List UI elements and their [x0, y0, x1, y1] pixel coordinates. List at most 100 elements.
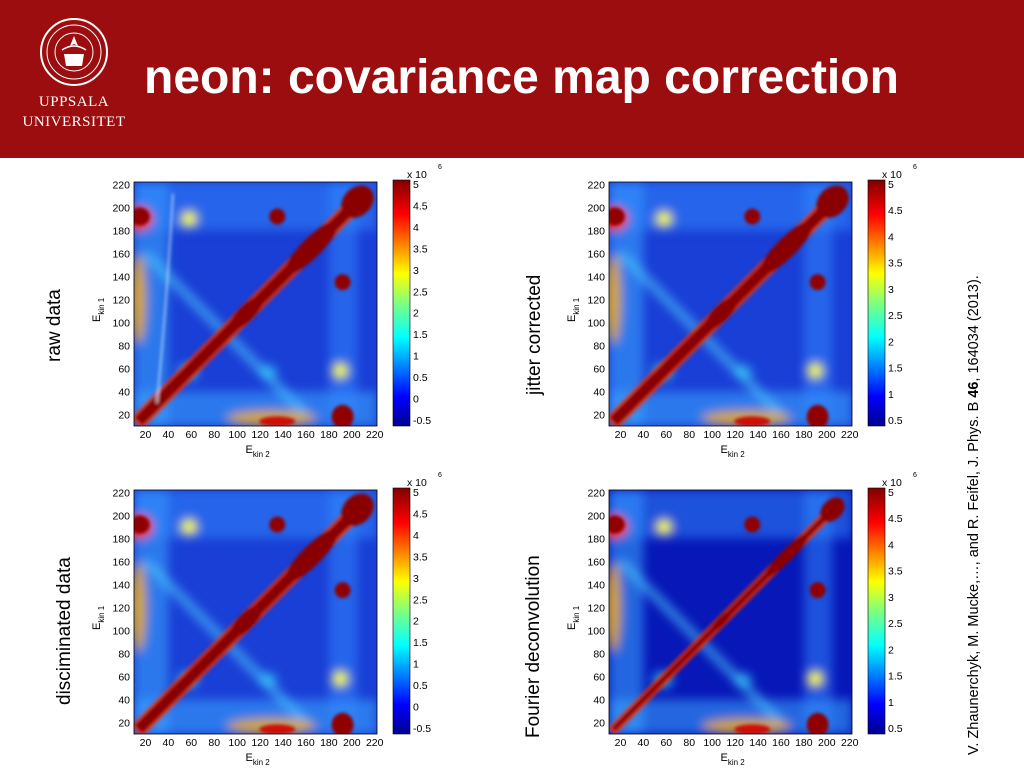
diagonal-end-blob	[341, 185, 374, 218]
y-axis-label: Ekin 1	[91, 297, 106, 322]
peak-192-18	[806, 712, 829, 734]
colorbar-tick-label: 1	[888, 389, 894, 401]
y-tick-label: 100	[587, 317, 605, 329]
left-edge-band	[609, 254, 622, 345]
y-tick-label: 80	[593, 340, 605, 352]
colorbar-exponent: x 10	[407, 477, 427, 489]
spot-127-57	[734, 364, 753, 379]
x-tick-label: 180	[795, 429, 813, 441]
y-tick-label: 180	[112, 533, 130, 545]
colorbar-tick-label: 2	[888, 336, 894, 348]
bottom-edge-peak	[734, 416, 771, 426]
header-bar: UPPSALA UNIVERSITET neon: covariance map…	[0, 0, 1024, 158]
x-tick-label: 220	[366, 737, 384, 749]
colorbar-tick-label: 4.5	[888, 513, 903, 525]
colorbar-tick-label: 2.5	[413, 286, 428, 298]
x-tick-label: 40	[163, 429, 175, 441]
colorbar-tick-label: 0	[413, 394, 419, 406]
colorbar-tick-label: 0.5	[888, 723, 903, 735]
colorbar-exponent-power: 6	[438, 472, 442, 479]
colorbar-exponent-power: 6	[438, 164, 442, 171]
diagonal-bulge-upper	[285, 221, 339, 275]
colorbar-exponent-power: 6	[913, 472, 917, 479]
colorbar-tick-label: 0.5	[413, 680, 428, 692]
peak-15-192	[134, 515, 150, 534]
colorbar-tick-label: 2.5	[413, 594, 428, 606]
colorbar-tick-label: 4	[888, 539, 894, 551]
colorbar-tick-label: 1	[413, 659, 419, 671]
colorbar	[867, 487, 886, 735]
colorbar-tick-label: 4.5	[888, 205, 903, 217]
colorbar-exponent-power: 6	[913, 164, 917, 171]
x-tick-label: 140	[274, 737, 292, 749]
y-tick-label: 100	[587, 625, 605, 637]
colorbar-tick-label: 0.5	[413, 372, 428, 384]
left-edge-band	[134, 254, 147, 345]
y-tick-label: 40	[118, 386, 130, 398]
spot-190-58	[332, 670, 349, 687]
y-tick-label: 120	[587, 602, 605, 614]
y-axis-label: Ekin 1	[566, 297, 581, 322]
bottom-edge-peak	[259, 724, 296, 734]
peak-192-135	[809, 582, 826, 599]
colorbar-tick-label: 3.5	[413, 243, 428, 255]
x-tick-label: 140	[274, 429, 292, 441]
x-tick-label: 20	[615, 429, 627, 441]
colorbar-tick-label: 3.5	[888, 258, 903, 270]
colorbar-tick-label: 0.5	[888, 415, 903, 427]
x-tick-label: 160	[297, 429, 315, 441]
spot-58-190	[656, 518, 673, 535]
colorbar-tick-label: 5	[413, 487, 419, 499]
y-axis-label-sub: kin 1	[572, 605, 581, 622]
x-tick-label: 200	[343, 429, 361, 441]
colorbar-exponent: x 10	[882, 169, 902, 181]
y-tick-label: 220	[112, 179, 130, 191]
x-tick-label: 120	[251, 429, 269, 441]
y-tick-label: 220	[587, 179, 605, 191]
colorbar-exponent: x 10	[407, 169, 427, 181]
plot-frame	[608, 181, 853, 427]
x-tick-label: 100	[703, 737, 721, 749]
y-axis-label-sub: kin 1	[572, 297, 581, 314]
x-axis-label: Ekin 2	[246, 444, 271, 459]
peak-135-192	[269, 208, 286, 225]
x-tick-label: 40	[163, 737, 175, 749]
colorbar-tick-label: 1.5	[888, 671, 903, 683]
colorbar-tick-label: 4	[413, 222, 419, 234]
y-tick-label: 180	[112, 225, 130, 237]
plot-frame	[133, 181, 378, 427]
x-tick-label: 80	[208, 737, 220, 749]
x-tick-label: 160	[297, 737, 315, 749]
y-tick-label: 60	[118, 671, 130, 683]
panel-label-discriminated: disciminated data	[54, 557, 75, 705]
y-tick-label: 100	[112, 317, 130, 329]
y-tick-label: 100	[112, 625, 130, 637]
x-tick-label: 120	[251, 737, 269, 749]
x-tick-label: 140	[749, 429, 767, 441]
colorbar-tick-label: 3	[888, 284, 894, 296]
citation-volume: 46	[966, 381, 982, 398]
citation-prefix: V. Zhaunerchyk, M. Mucke,…, and R. Feife…	[966, 397, 982, 755]
colorbar-tick-label: 4.5	[413, 200, 428, 212]
map-image	[134, 182, 377, 426]
x-tick-label: 180	[795, 737, 813, 749]
y-tick-label: 80	[118, 340, 130, 352]
x-tick-label: 140	[749, 737, 767, 749]
colorbar	[867, 179, 886, 427]
x-tick-label: 220	[841, 737, 859, 749]
peak-15-192	[609, 207, 625, 226]
diagonal-bulge-mid	[704, 296, 738, 330]
y-tick-label: 160	[112, 248, 130, 260]
left-edge-band	[134, 562, 147, 653]
colorbar	[392, 487, 411, 735]
covariance-map-discriminated: 20 40 60 80 100 120 140 160 180 200 22020406080100…	[91, 472, 442, 767]
covariance-map-jitter: 20 40 60 80 100 120 140 160 180 200 220 20 40 60 80 100…	[566, 164, 917, 459]
y-tick-label: 20	[593, 717, 605, 729]
colorbar-tick-label: 5	[413, 179, 419, 191]
logo-line-2: UNIVERSITET	[22, 114, 126, 130]
diagonal-bulge-mid	[229, 296, 263, 330]
x-axis-label-sub: kin 2	[728, 758, 745, 767]
y-tick-label: 140	[587, 579, 605, 591]
y-tick-label: 160	[587, 556, 605, 568]
y-axis-label: Ekin 1	[91, 605, 106, 630]
